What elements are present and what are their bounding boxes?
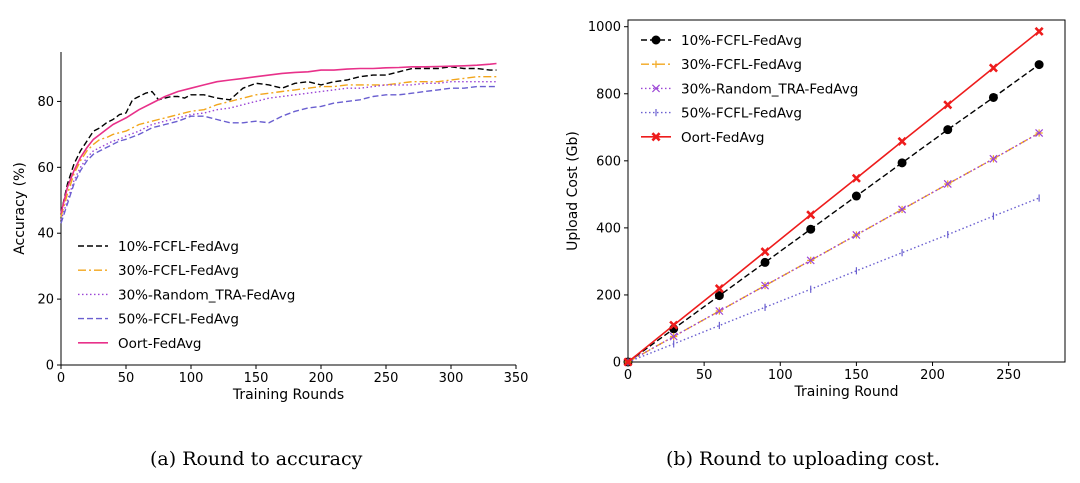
data-point [897,158,907,168]
caption-b: (b) Round to uploading cost. [666,448,940,470]
data-point [669,320,679,330]
legend-marker [651,35,661,45]
x-tick-label: 250 [996,368,1021,383]
legend: 10%-FCFL-FedAvg 30%-FCFL-FedAvg 30%-Random… [641,33,858,146]
upload-cost-chart: 0 50 100 150 200 250 0 200 400 600 800 1000 Training… [565,19,1066,400]
caption-a: (a) Round to accuracy [150,448,363,470]
data-point [806,256,815,265]
x-tick-label: 200 [920,368,945,383]
series-line [60,66,497,214]
data-point [852,230,861,239]
series-line [627,132,1040,363]
data-point [669,332,678,341]
legend-marker [651,84,661,93]
data-point [1035,128,1044,138]
data-point [806,210,816,220]
y-tick-label: 60 [37,161,54,176]
data-point [715,307,724,316]
series-line [627,132,1040,363]
legend-label: 30%-FCFL-FedAvg [681,57,802,73]
data-point [989,154,998,163]
legend-marker [651,132,661,142]
y-tick-label: 0 [613,356,621,371]
data-point [760,257,770,267]
series-line [627,64,1040,363]
data-point [943,100,953,110]
legend-label: 30%-FCFL-FedAvg [118,263,239,279]
y-tick-label: 40 [37,227,54,242]
y-tick-label: 800 [596,87,621,102]
data-point [898,205,907,214]
x-tick-label: 150 [844,368,869,383]
y-axis-label: Accuracy (%) [12,162,28,255]
y-tick-label: 400 [596,221,621,236]
data-point [851,173,861,183]
x-axis-label: Training Round [794,384,899,400]
x-tick-label: 150 [244,371,269,386]
series-line [60,75,497,217]
legend-label: 10%-FCFL-FedAvg [681,33,802,49]
legend-label: 10%-FCFL-FedAvg [118,239,239,255]
data-point [943,125,953,135]
y-tick-label: 80 [37,95,54,110]
x-tick-label: 50 [118,371,135,386]
x-axis-label: Training Rounds [232,387,344,403]
y-tick-label: 0 [46,359,54,374]
data-point [988,63,998,73]
x-tick-label: 100 [179,371,204,386]
x-tick-label: 100 [768,368,793,383]
x-tick-label: 0 [57,371,65,386]
legend-label: Oort-FedAvg [118,336,202,352]
x-tick-label: 200 [309,371,334,386]
accuracy-chart: 0 50 100 150 200 250 300 350 0 20 40 60 80 Training R… [12,52,528,403]
legend-label: 30%-Random_TRA-FedAvg [681,81,858,97]
data-point [623,357,633,367]
data-point [760,247,770,257]
data-point [714,284,724,294]
plot-frame [627,19,1066,363]
x-tick-label: 300 [439,371,464,386]
data-point [943,179,952,188]
series-line [60,85,497,224]
legend-marker [652,60,660,68]
data-point [1034,60,1044,70]
x-tick-label: 350 [504,371,529,386]
series-line [627,197,1040,363]
legend-label: 50%-FCFL-FedAvg [118,312,239,328]
data-point [714,291,724,301]
data-point [851,191,861,201]
legend: 10%-FCFL-FedAvg 30%-FCFL-FedAvg 30%-Random… [78,239,295,352]
data-point [761,281,770,290]
legend-label: 50%-FCFL-FedAvg [681,106,802,122]
y-tick-label: 600 [596,154,621,169]
y-tick-label: 200 [596,288,621,303]
data-point [988,92,998,102]
x-tick-label: 250 [374,371,399,386]
y-tick-label: 1000 [588,20,621,35]
legend-label: 30%-Random_TRA-FedAvg [118,287,295,303]
legend-label: Oort-FedAvg [681,130,765,146]
y-axis-label: Upload Cost (Gb) [565,131,581,251]
data-point [897,136,907,146]
series-line [627,30,1040,363]
data-point [1034,26,1044,36]
x-tick-label: 0 [624,368,632,383]
x-tick-label: 50 [696,368,713,383]
y-tick-label: 20 [37,293,54,308]
series-line [60,80,497,221]
series-line [60,62,497,214]
data-point [806,224,816,234]
